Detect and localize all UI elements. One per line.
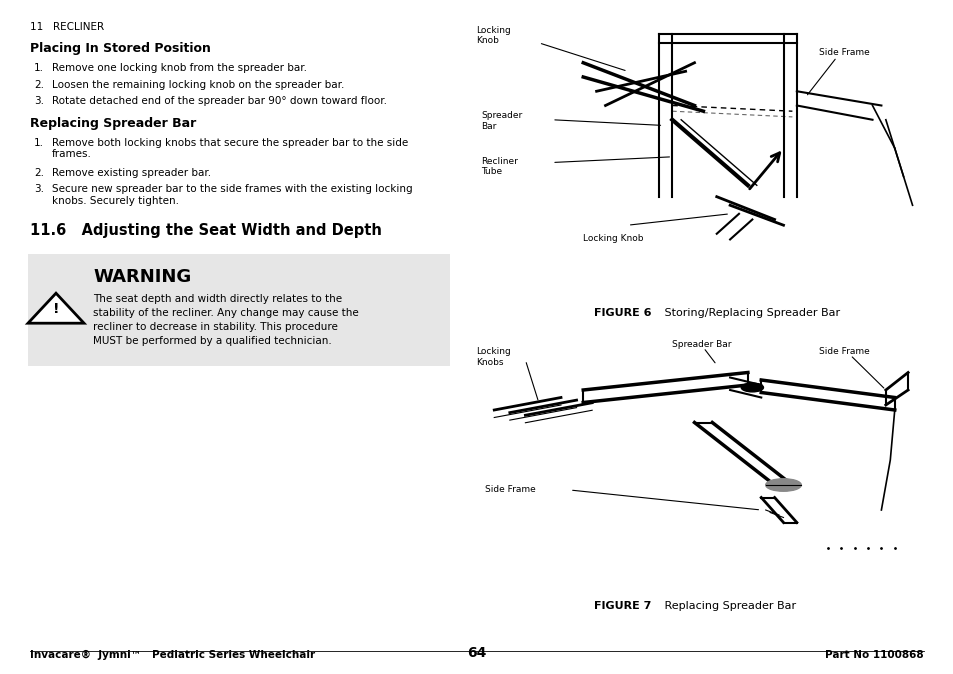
Text: WARNING: WARNING xyxy=(92,268,191,286)
Text: Loosen the remaining locking knob on the spreader bar.: Loosen the remaining locking knob on the… xyxy=(52,80,344,90)
Text: 2.: 2. xyxy=(34,168,44,177)
Ellipse shape xyxy=(740,383,762,392)
Text: Remove both locking knobs that secure the spreader bar to the side
frames.: Remove both locking knobs that secure th… xyxy=(52,137,408,159)
Text: Storing/Replacing Spreader Bar: Storing/Replacing Spreader Bar xyxy=(654,308,840,318)
Text: !: ! xyxy=(52,302,59,316)
Text: FIGURE 7: FIGURE 7 xyxy=(594,601,651,611)
Polygon shape xyxy=(28,293,84,324)
Text: Remove one locking knob from the spreader bar.: Remove one locking knob from the spreade… xyxy=(52,63,307,73)
Text: 11   RECLINER: 11 RECLINER xyxy=(30,22,104,32)
Text: 2.: 2. xyxy=(34,80,44,90)
Text: Remove existing spreader bar.: Remove existing spreader bar. xyxy=(52,168,211,177)
Text: The seat depth and width directly relates to the
stability of the recliner. Any : The seat depth and width directly relate… xyxy=(92,294,358,346)
Text: 1.: 1. xyxy=(34,63,44,73)
Text: Side Frame: Side Frame xyxy=(819,49,869,57)
Text: Locking
Knobs: Locking Knobs xyxy=(476,348,511,367)
Text: Spreader Bar: Spreader Bar xyxy=(672,340,731,349)
FancyBboxPatch shape xyxy=(28,254,450,366)
Text: Part No 1100868: Part No 1100868 xyxy=(824,650,923,660)
Text: Invacare®  Jymni™   Pediatric Series Wheelchair: Invacare® Jymni™ Pediatric Series Wheelc… xyxy=(30,650,314,660)
Ellipse shape xyxy=(765,479,801,491)
Text: 1.: 1. xyxy=(34,137,44,148)
Text: Recliner
Tube: Recliner Tube xyxy=(480,157,517,176)
Text: Locking
Knob: Locking Knob xyxy=(476,26,511,45)
Text: Placing In Stored Position: Placing In Stored Position xyxy=(30,42,211,55)
Text: Replacing Spreader Bar: Replacing Spreader Bar xyxy=(30,117,196,129)
Text: Secure new spreader bar to the side frames with the existing locking
knobs. Secu: Secure new spreader bar to the side fram… xyxy=(52,184,413,206)
Text: Replacing Spreader Bar: Replacing Spreader Bar xyxy=(654,601,796,611)
Text: Spreader
Bar: Spreader Bar xyxy=(480,111,521,131)
Text: Side Frame: Side Frame xyxy=(819,348,869,357)
Text: Side Frame: Side Frame xyxy=(485,485,536,494)
Text: Locking Knob: Locking Knob xyxy=(582,234,643,243)
Text: 64: 64 xyxy=(467,646,486,660)
Text: 11.6   Adjusting the Seat Width and Depth: 11.6 Adjusting the Seat Width and Depth xyxy=(30,223,381,238)
Text: Rotate detached end of the spreader bar 90° down toward floor.: Rotate detached end of the spreader bar … xyxy=(52,96,387,106)
Text: 3.: 3. xyxy=(34,184,44,194)
Text: 3.: 3. xyxy=(34,96,44,106)
Text: FIGURE 6: FIGURE 6 xyxy=(594,308,651,318)
